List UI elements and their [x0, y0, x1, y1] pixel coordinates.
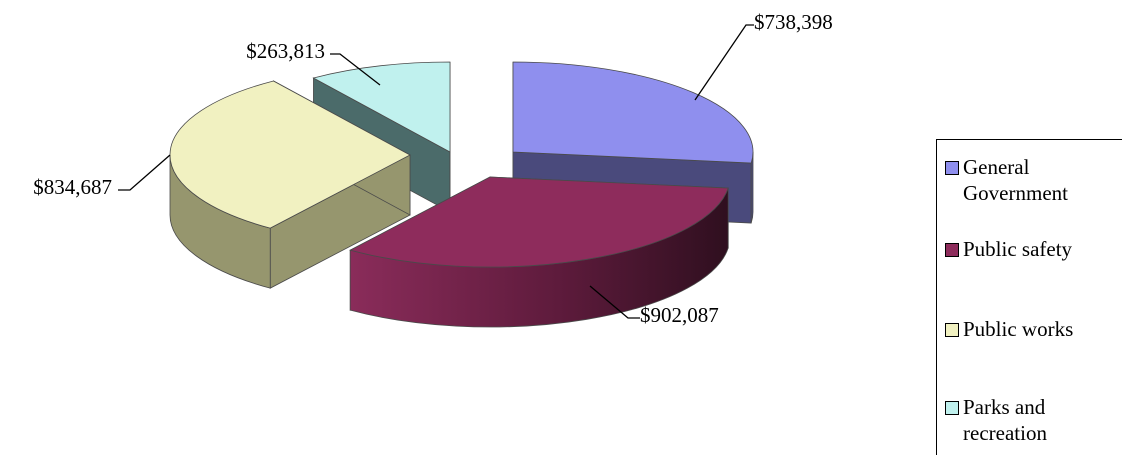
- slice-public-safety: [349, 176, 729, 328]
- slice-top-parks-and-recreation: [312, 61, 451, 153]
- legend-swatch-general-government: [945, 161, 959, 175]
- legend-swatch-public-works: [945, 323, 959, 337]
- slice-top-general-government: [512, 61, 754, 164]
- legend-swatch-public-safety: [945, 243, 959, 257]
- pie-chart: $738,398 $902,087 $834,687 $263,813: [33, 10, 833, 328]
- leader-line-general-government: [694, 24, 754, 101]
- leader-line-public-safety: [589, 285, 640, 319]
- legend-label-public-safety: Public safety: [963, 237, 1073, 261]
- legend-item-parks-and-recreation: Parks and recreation: [945, 394, 1047, 446]
- legend-label-general-government: General Government: [963, 155, 1068, 205]
- data-label-parks-and-recreation: $263,813: [246, 39, 325, 63]
- data-label-public-works: $834,687: [33, 175, 112, 199]
- legend: General Government Public safety Public …: [936, 139, 1122, 455]
- legend-label-public-works: Public works: [963, 317, 1074, 341]
- slice-top-public-works: [169, 80, 411, 229]
- leader-line-parks-and-recreation: [330, 53, 381, 86]
- slice-public-works: [169, 80, 411, 289]
- legend-label-parks-and-recreation: Parks and recreation: [963, 395, 1047, 445]
- data-label-general-government: $738,398: [754, 10, 833, 34]
- data-label-public-safety: $902,087: [640, 303, 719, 327]
- legend-item-public-safety: Public safety: [945, 236, 1072, 262]
- legend-item-public-works: Public works: [945, 316, 1073, 342]
- slice-top-public-safety: [349, 176, 729, 268]
- legend-item-general-government: General Government: [945, 154, 1068, 206]
- legend-swatch-parks-and-recreation: [945, 401, 959, 415]
- leader-line-public-works: [118, 154, 171, 191]
